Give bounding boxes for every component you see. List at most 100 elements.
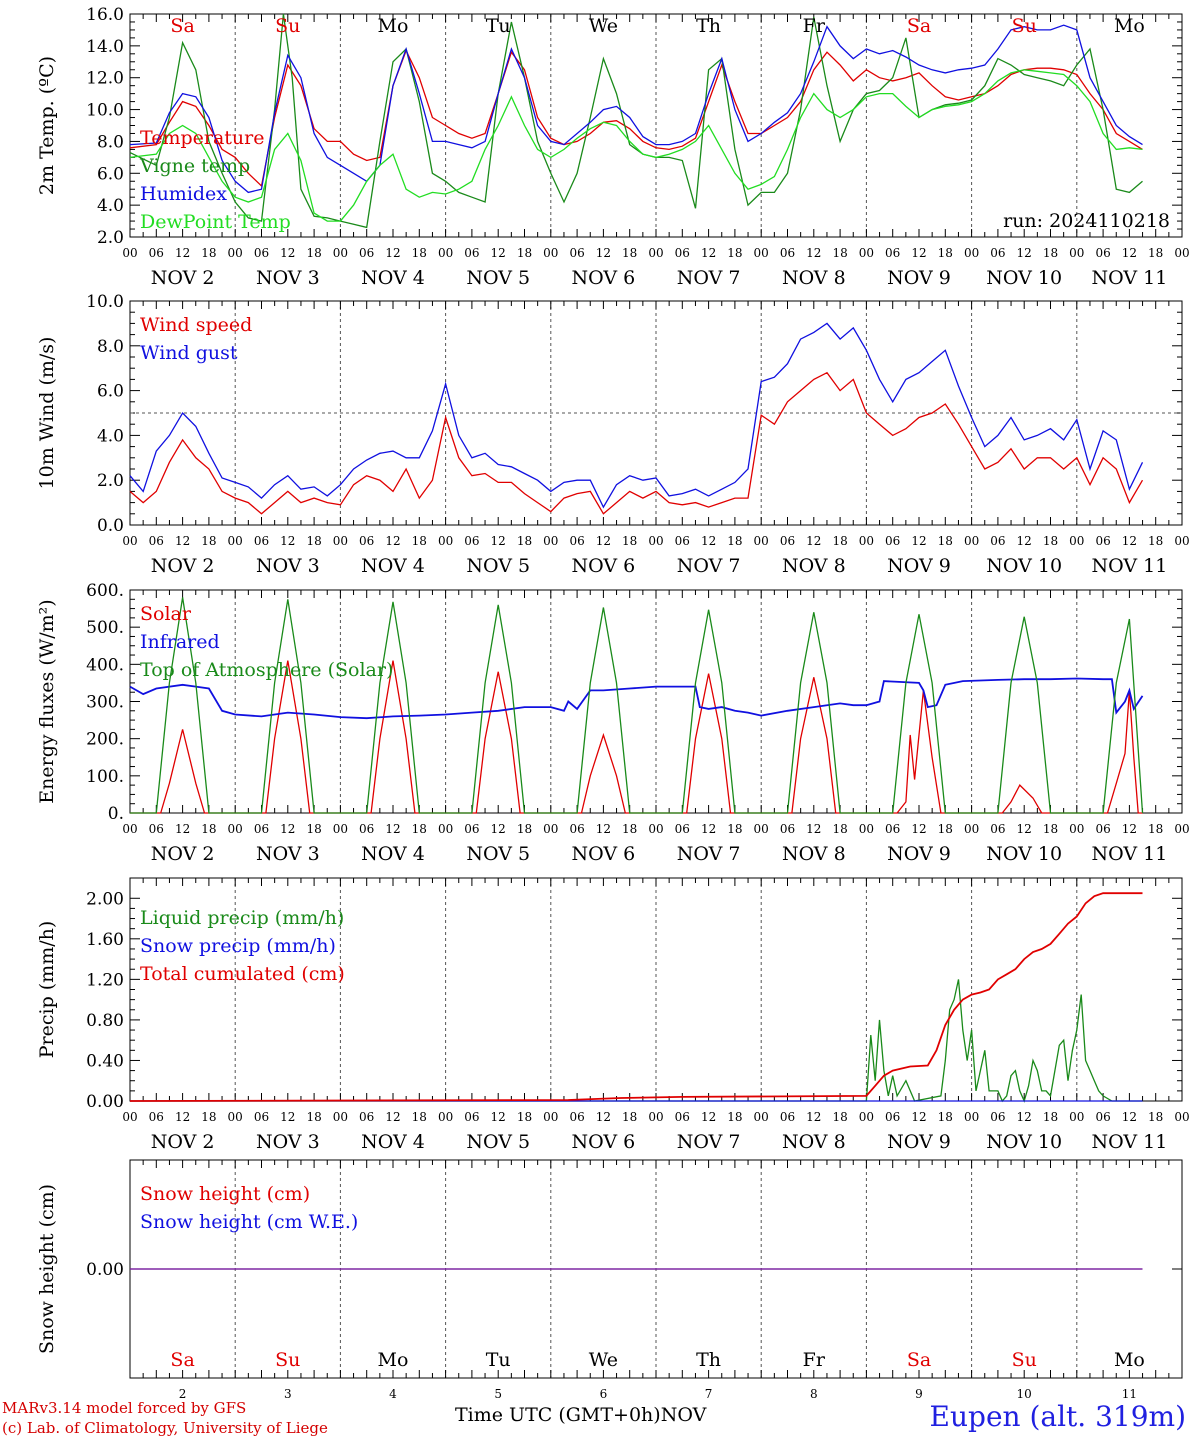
legend-entry: Humidex (140, 183, 227, 205)
day-name-label: Mo (378, 15, 409, 37)
hour-tick-label: 18 (1148, 246, 1163, 260)
date-label: NOV 10 (986, 843, 1062, 865)
hour-tick-label: 12 (175, 822, 190, 836)
hour-tick-label: 12 (806, 1110, 821, 1124)
hour-tick-label: 12 (701, 822, 716, 836)
hour-tick-label: 00 (1174, 246, 1189, 260)
legend-entry: Infrared (140, 631, 220, 653)
hour-tick-label: 00 (122, 246, 137, 260)
y-tick-label: 0.40 (86, 1051, 124, 1071)
hour-tick-label: 12 (491, 822, 506, 836)
hour-tick-label: 12 (385, 534, 400, 548)
hour-tick-label: 06 (885, 822, 900, 836)
legend-entry: Solar (140, 603, 192, 625)
legend-entry: Snow precip (mm/h) (140, 935, 336, 957)
day-number-label: 2 (179, 1387, 187, 1401)
day-name-label: Th (696, 1349, 721, 1371)
hour-tick-label: 12 (491, 1110, 506, 1124)
hour-tick-label: 06 (885, 534, 900, 548)
date-label: NOV 4 (361, 555, 425, 577)
hour-tick-label: 06 (254, 534, 269, 548)
lab-credit: (c) Lab. of Climatology, University of L… (2, 1419, 328, 1437)
y-tick-label: 500. (86, 618, 124, 638)
hour-tick-label: 12 (806, 822, 821, 836)
hour-tick-label: 12 (911, 1110, 926, 1124)
hour-tick-label: 12 (701, 1110, 716, 1124)
hour-tick-label: 00 (543, 1110, 558, 1124)
hour-tick-label: 00 (333, 822, 348, 836)
model-credit: MARv3.14 model forced by GFS (2, 1399, 247, 1417)
hour-tick-label: 00 (754, 534, 769, 548)
hour-tick-label: 06 (1095, 534, 1110, 548)
day-name-label: Sa (170, 1349, 194, 1371)
hour-tick-label: 12 (491, 534, 506, 548)
day-name-label: Mo (1114, 15, 1145, 37)
day-number-label: 8 (810, 1387, 818, 1401)
date-label: NOV 3 (256, 267, 320, 289)
hour-tick-label: 00 (648, 822, 663, 836)
hour-tick-label: 00 (648, 1110, 663, 1124)
date-label: NOV 11 (1091, 555, 1167, 577)
hour-tick-label: 18 (938, 1110, 953, 1124)
day-number-label: 5 (494, 1387, 502, 1401)
hour-tick-label: 12 (911, 534, 926, 548)
series-line-wind-gust (129, 322, 1144, 509)
hour-tick-label: 18 (201, 1110, 216, 1124)
hour-tick-label: 06 (254, 1110, 269, 1124)
series-line-temperature (129, 48, 1143, 188)
date-label: NOV 3 (256, 555, 320, 577)
date-label: NOV 2 (151, 555, 215, 577)
hour-tick-label: 00 (543, 246, 558, 260)
y-tick-label: 10.0 (86, 101, 124, 121)
hour-tick-label: 00 (333, 246, 348, 260)
hour-tick-label: 06 (464, 246, 479, 260)
hour-tick-label: 00 (964, 1110, 979, 1124)
hour-tick-label: 18 (622, 822, 637, 836)
panel-2: 0.0 2.0 4.0 6.0 8.0 10.0 10m Wind (m/s) Wind sp… (36, 292, 1190, 577)
hour-tick-label: 18 (727, 534, 742, 548)
legend-entry: Wind gust (140, 342, 238, 364)
hour-tick-label: 06 (464, 534, 479, 548)
series-line-infrared (129, 677, 1144, 720)
y-tick-label: 0. (108, 804, 124, 824)
date-label: NOV 9 (887, 843, 951, 865)
hour-tick-label: 18 (517, 246, 532, 260)
hour-tick-label: 18 (412, 246, 427, 260)
hour-tick-label: 00 (648, 246, 663, 260)
date-label: NOV 5 (466, 555, 530, 577)
series-line-dewpoint-temp (129, 69, 1143, 222)
hour-tick-label: 12 (1122, 246, 1137, 260)
day-number-label: 9 (915, 1387, 923, 1401)
hour-tick-label: 12 (1017, 534, 1032, 548)
y-tick-label: 10.0 (86, 292, 124, 312)
date-label: NOV 6 (572, 843, 636, 865)
series-line-liquid-precip-mm-h- (130, 979, 1143, 1103)
hour-tick-label: 18 (622, 1110, 637, 1124)
hour-tick-label: 06 (675, 246, 690, 260)
hour-tick-label: 18 (412, 822, 427, 836)
y-tick-label: 16.0 (86, 5, 124, 25)
hour-tick-label: 00 (859, 246, 874, 260)
day-name-label: Fr (803, 1349, 826, 1371)
legend-entry: Liquid precip (mm/h) (140, 907, 344, 929)
y-axis-label: 10m Wind (m/s) (36, 337, 58, 490)
date-label: NOV 4 (361, 1131, 425, 1153)
panel-4: 0.00 0.40 0.80 1.20 1.60 2.00 Precip (mm/h) Liq… (36, 877, 1190, 1153)
date-label: NOV 4 (361, 843, 425, 865)
hour-tick-label: 06 (990, 822, 1005, 836)
hour-tick-label: 00 (1174, 822, 1189, 836)
hour-tick-label: 12 (175, 1110, 190, 1124)
y-tick-label: 14.0 (86, 37, 124, 57)
day-name-label: Tu (486, 1349, 511, 1371)
date-label: NOV 8 (782, 1131, 846, 1153)
y-tick-label: 300. (86, 693, 124, 713)
y-tick-label: 1.20 (86, 970, 124, 990)
date-label: NOV 5 (466, 1131, 530, 1153)
day-name-label: We (589, 1349, 618, 1371)
hour-tick-label: 12 (175, 246, 190, 260)
hour-tick-label: 00 (438, 1110, 453, 1124)
hour-tick-label: 06 (1095, 246, 1110, 260)
y-tick-label: 100. (86, 767, 124, 787)
hour-tick-label: 18 (727, 822, 742, 836)
